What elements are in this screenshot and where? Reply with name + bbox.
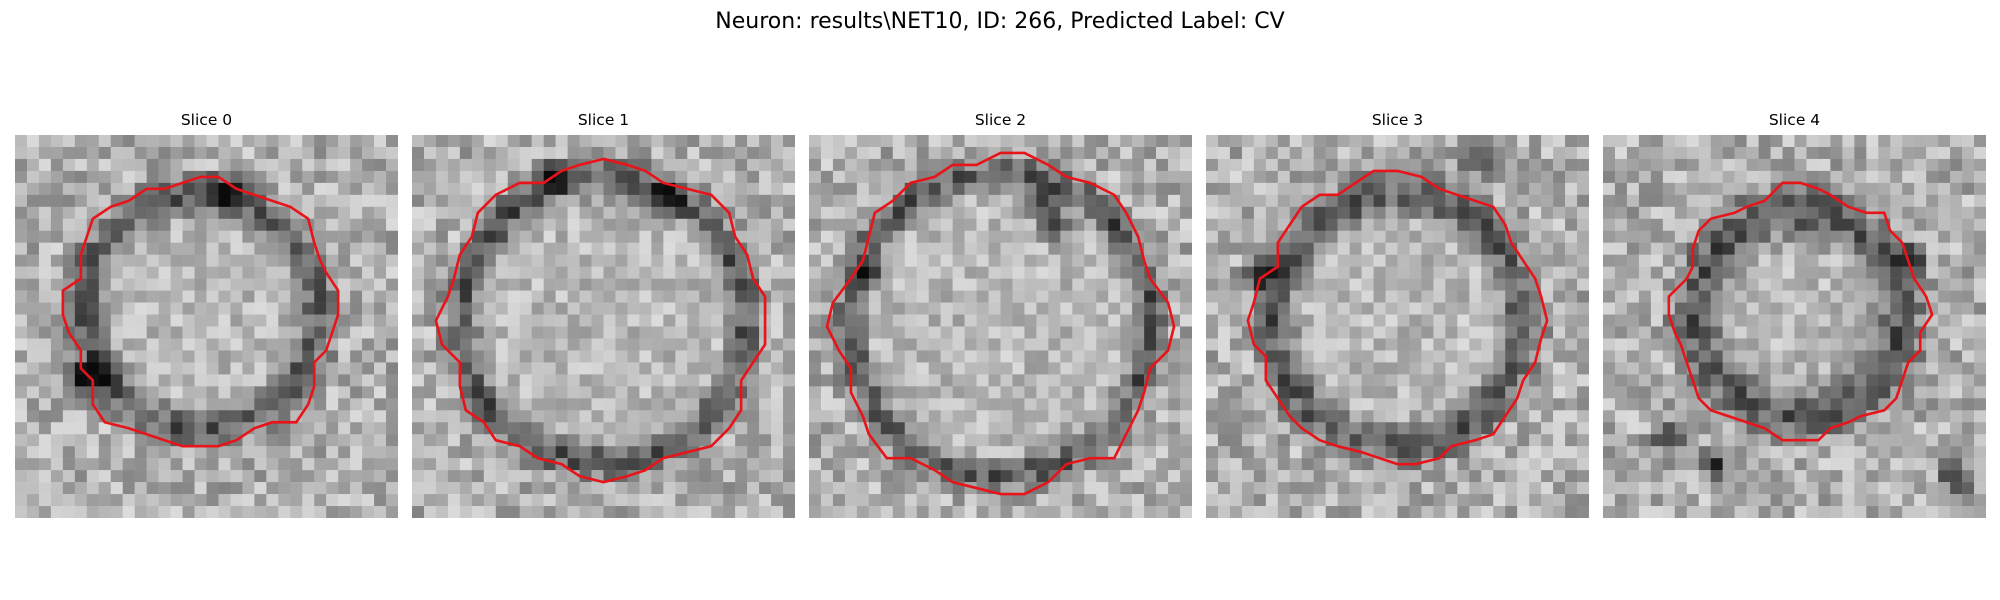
segmentation-contour [1246,169,1549,466]
segmentation-contour [434,157,767,484]
grayscale-pixels [809,135,1192,518]
slice-title: Slice 0 [180,111,233,129]
grayscale-pixels [1603,135,1986,518]
slice-title: Slice 2 [974,111,1027,129]
figure-title: Neuron: results\NET10, ID: 266, Predicte… [715,9,1285,34]
slice-image-4 [1603,135,1986,518]
slice-title: Slice 1 [577,111,630,129]
grayscale-pixels [1206,135,1589,518]
grayscale-pixels [412,135,795,518]
slice-image-1 [412,135,795,518]
slice-image-2 [809,135,1192,518]
grayscale-pixels [15,135,398,518]
slice-title: Slice 3 [1371,111,1424,129]
segmentation-contour [1667,181,1934,442]
segmentation-contour [825,151,1176,496]
segmentation-contour [61,175,340,448]
slice-image-3 [1206,135,1589,518]
slice-title: Slice 4 [1768,111,1821,129]
slice-image-0 [15,135,398,518]
